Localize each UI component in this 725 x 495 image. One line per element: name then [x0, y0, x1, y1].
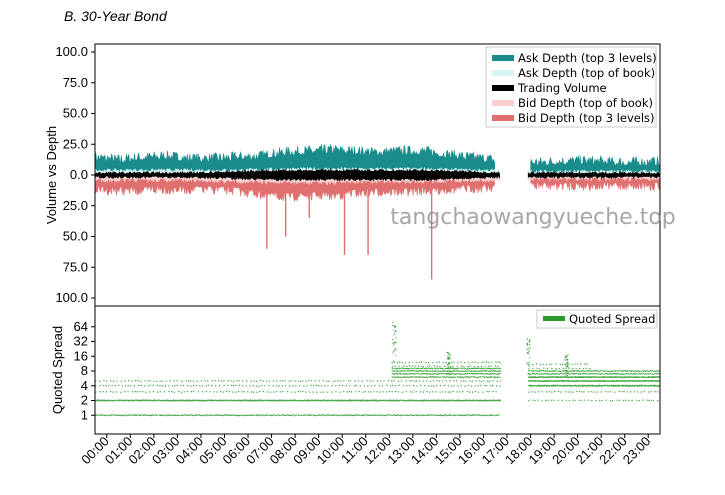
- depth-legend-swatch: [492, 70, 514, 76]
- depth-legend-label: Bid Depth (top 3 levels): [518, 111, 655, 125]
- spread-plot-frame: [94, 305, 661, 435]
- spread-band: [528, 370, 660, 372]
- spread-band: [391, 372, 501, 375]
- time-x-axis: 00:0001:0002:0003:0004:0005:0006:0007:00…: [78, 434, 653, 468]
- spread-band: [391, 376, 501, 379]
- spread-legend-swatch: [543, 316, 565, 321]
- spread-burst: [526, 338, 531, 376]
- spread-y-tick-label: 16: [74, 348, 88, 363]
- spread-y-tick-label: 4: [81, 378, 88, 393]
- spread-band: [528, 384, 660, 387]
- spread-band: [95, 390, 497, 393]
- depth-legend-label: Ask Depth (top of book): [518, 66, 655, 80]
- spread-band: [528, 390, 659, 393]
- watermark-text: tangchaowangyueche.top: [390, 205, 676, 230]
- spread-burst: [446, 351, 451, 376]
- spread-plot-area: [95, 321, 660, 417]
- spread-band: [391, 361, 502, 364]
- spread-band: [528, 372, 660, 375]
- spread-burst: [564, 354, 569, 378]
- depth-legend-box: [485, 46, 657, 128]
- depth-series-area: [95, 174, 500, 182]
- depth-series-area: [530, 155, 660, 176]
- spread-band: [528, 363, 588, 366]
- depth-series-area: [527, 174, 660, 180]
- depth-legend-label: Ask Depth (top 3 levels): [518, 51, 657, 65]
- depth-y-tick-label: 75.0: [63, 259, 88, 274]
- spread-band: [528, 399, 659, 402]
- depth-y-tick-label: 50.0: [63, 229, 88, 244]
- depth-series-area: [95, 168, 500, 176]
- depth-y-tick-label: 0.0: [70, 167, 88, 182]
- depth-legend: Ask Depth (top 3 levels)Ask Depth (top o…: [485, 46, 657, 128]
- spread-band: [95, 380, 502, 382]
- x-tick-label: 23:00: [620, 434, 654, 468]
- spread-band: [391, 367, 501, 370]
- spread-band: [391, 370, 502, 372]
- depth-y-axis: 100.0 75.0 50.0 25.0 0.0 25.0 50.0 75.0 100.0: [55, 44, 95, 305]
- spread-band: [528, 380, 660, 382]
- depth-legend-swatch: [492, 115, 514, 121]
- depth-legend-label: Trading Volume: [517, 81, 607, 95]
- depth-series-area: [527, 170, 660, 176]
- spread-y-tick-label: 64: [74, 319, 88, 334]
- spread-y-tick-label: 1: [81, 407, 88, 422]
- spread-y-tick-label: 8: [81, 363, 88, 378]
- depth-y-tick-label: 25.0: [63, 136, 88, 151]
- spread-y-tick-label: 32: [74, 334, 88, 349]
- depth-legend-swatch: [492, 100, 514, 106]
- spread-band: [528, 376, 660, 379]
- depth-y-tick-label: 100.0: [55, 44, 88, 59]
- panel-title: B. 30-Year Bond: [64, 8, 167, 24]
- spread-legend: Quoted Spread: [536, 309, 658, 329]
- depth-series-area: [95, 143, 495, 176]
- depth-y-axis-label: Volume vs Depth: [44, 126, 59, 224]
- spread-band: [95, 399, 502, 402]
- spread-legend-box: [536, 309, 658, 329]
- spread-legend-label: Quoted Spread: [569, 312, 655, 326]
- spread-burst: [392, 321, 397, 362]
- spread-band: [95, 414, 500, 417]
- depth-panel: 100.0 75.0 50.0 25.0 0.0 25.0 50.0 75.0 100.0 Vo…: [44, 43, 661, 307]
- spread-y-tick-label: 2: [81, 393, 88, 408]
- depth-series-area: [530, 174, 660, 192]
- depth-legend-label: Bid Depth (top of book): [518, 96, 653, 110]
- depth-y-tick-label: 50.0: [63, 106, 88, 121]
- spread-band: [95, 384, 501, 387]
- depth-plot-area: [95, 143, 660, 280]
- spread-y-axis-label: Quoted Spread: [50, 326, 65, 414]
- depth-legend-swatch: [492, 55, 514, 61]
- depth-y-tick-label: 75.0: [63, 75, 88, 90]
- depth-y-tick-label: 25.0: [63, 198, 88, 213]
- spread-band: [391, 365, 499, 368]
- depth-legend-swatch: [492, 85, 514, 91]
- spread-band: [528, 367, 591, 370]
- depth-y-tick-label: 100.0: [55, 290, 88, 305]
